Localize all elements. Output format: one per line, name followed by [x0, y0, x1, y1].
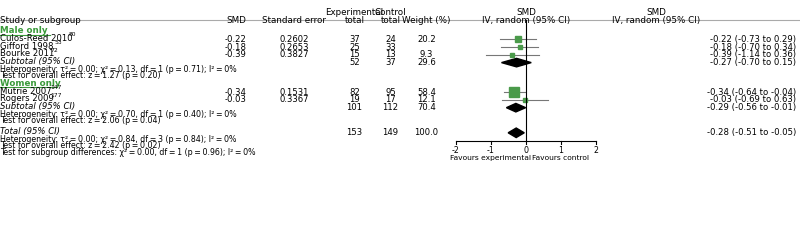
Text: 101: 101: [346, 103, 362, 112]
Text: Experimental: Experimental: [326, 8, 383, 16]
Text: Women only: Women only: [0, 78, 61, 88]
Text: Favours experimental: Favours experimental: [450, 155, 531, 161]
Text: 9.3: 9.3: [420, 50, 433, 59]
Text: 80: 80: [69, 32, 76, 37]
Text: 12.1: 12.1: [417, 95, 436, 104]
Text: -0.39 (-1.14 to 0.36): -0.39 (-1.14 to 0.36): [710, 50, 796, 59]
Text: 52: 52: [349, 58, 360, 67]
Text: -0.18: -0.18: [225, 42, 247, 51]
Text: 112: 112: [382, 103, 398, 112]
Text: Bourke 2011: Bourke 2011: [0, 49, 54, 58]
Text: Study or subgroup: Study or subgroup: [0, 16, 81, 25]
Text: 37: 37: [385, 58, 396, 67]
Text: -0.34 (-0.64 to -0.04): -0.34 (-0.64 to -0.04): [707, 87, 796, 96]
Text: -0.34: -0.34: [225, 87, 247, 96]
Text: -0.22: -0.22: [225, 34, 247, 43]
Text: -0.03: -0.03: [225, 95, 247, 104]
Text: 147: 147: [50, 84, 62, 89]
Text: 95: 95: [385, 87, 396, 96]
Text: -2: -2: [452, 145, 460, 154]
Text: Standard error: Standard error: [262, 16, 326, 25]
Text: 149: 149: [382, 128, 398, 137]
Text: 1: 1: [558, 145, 563, 154]
Text: -0.27 (-0.70 to 0.15): -0.27 (-0.70 to 0.15): [710, 58, 796, 67]
Text: 100.0: 100.0: [414, 128, 438, 137]
Text: 29.6: 29.6: [417, 58, 436, 67]
Polygon shape: [502, 59, 531, 68]
Text: 20.2: 20.2: [417, 34, 436, 43]
Text: Control: Control: [374, 8, 406, 16]
Text: 177: 177: [50, 92, 62, 97]
Text: Test for overall effect: z = 2.42 (p = 0.02): Test for overall effect: z = 2.42 (p = 0…: [0, 141, 161, 150]
Text: -0.28 (-0.51 to -0.05): -0.28 (-0.51 to -0.05): [706, 128, 796, 137]
Text: SMD: SMD: [516, 8, 536, 16]
Text: Rogers 2009: Rogers 2009: [0, 94, 54, 103]
Text: 19: 19: [349, 95, 360, 104]
Text: Test for overall effect: z = 2.06 (p = 0.04): Test for overall effect: z = 2.06 (p = 0…: [0, 116, 161, 125]
Text: -0.39: -0.39: [225, 50, 247, 59]
Text: Favours control: Favours control: [533, 155, 590, 161]
Text: 72: 72: [50, 47, 58, 52]
Text: Male only: Male only: [0, 26, 48, 35]
Text: Test for subgroup differences: χ² = 0.00, df = 1 (p = 0.96); I² = 0%: Test for subgroup differences: χ² = 0.00…: [0, 147, 255, 156]
Text: 82: 82: [349, 87, 360, 96]
Text: 15: 15: [349, 50, 360, 59]
Text: Gifford 1998: Gifford 1998: [0, 41, 54, 50]
Text: Heterogeneity: τ² = 0.00; χ² = 0.13, df = 1 (p = 0.71); I² = 0%: Heterogeneity: τ² = 0.00; χ² = 0.13, df …: [0, 65, 237, 74]
Text: 0.1531: 0.1531: [280, 87, 309, 96]
Text: 33: 33: [385, 42, 396, 51]
Text: total: total: [344, 16, 364, 25]
Text: SMD: SMD: [226, 16, 246, 25]
Text: Test for overall effect: z = 1.27 (p = 0.20): Test for overall effect: z = 1.27 (p = 0…: [0, 71, 161, 80]
Text: 17: 17: [385, 95, 396, 104]
Text: Heterogeneity: τ² = 0.00; χ² = 0.70, df = 1 (p = 0.40); I² = 0%: Heterogeneity: τ² = 0.00; χ² = 0.70, df …: [0, 110, 237, 118]
Text: 153: 153: [346, 128, 362, 137]
Text: -0.22 (-0.73 to 0.29): -0.22 (-0.73 to 0.29): [710, 34, 796, 43]
Text: 24: 24: [385, 34, 396, 43]
Polygon shape: [508, 128, 524, 138]
Text: 0: 0: [523, 145, 529, 154]
Text: -0.29 (-0.56 to -0.01): -0.29 (-0.56 to -0.01): [707, 103, 796, 112]
Text: total: total: [381, 16, 400, 25]
Text: 37: 37: [349, 34, 360, 43]
Text: -0.03 (-0.69 to 0.63): -0.03 (-0.69 to 0.63): [710, 95, 796, 104]
Text: Heterogeneity: τ² = 0.00; χ² = 0.84, df = 3 (p = 0.84); I² = 0%: Heterogeneity: τ² = 0.00; χ² = 0.84, df …: [0, 135, 236, 143]
Text: Weight (%): Weight (%): [402, 16, 450, 25]
Text: SMD: SMD: [646, 8, 666, 16]
Text: -1: -1: [487, 145, 495, 154]
Text: IV, random (95% CI): IV, random (95% CI): [482, 16, 570, 25]
Text: Total (95% CI): Total (95% CI): [0, 127, 60, 136]
Text: 0.3827: 0.3827: [279, 50, 310, 59]
Text: IV, random (95% CI): IV, random (95% CI): [612, 16, 700, 25]
Polygon shape: [506, 104, 526, 112]
Text: -0.18 (-0.70 to 0.34): -0.18 (-0.70 to 0.34): [710, 42, 796, 51]
Text: Mutrie 2007: Mutrie 2007: [0, 86, 52, 95]
Text: 0.2602: 0.2602: [280, 34, 309, 43]
Text: Subtotal (95% CI): Subtotal (95% CI): [0, 102, 75, 111]
Text: 58.4: 58.4: [417, 87, 436, 96]
Text: 53: 53: [54, 40, 62, 44]
Text: 0.2653: 0.2653: [280, 42, 309, 51]
Text: 2: 2: [594, 145, 598, 154]
Text: Subtotal (95% CI): Subtotal (95% CI): [0, 57, 75, 66]
Text: 70.4: 70.4: [417, 103, 436, 112]
Text: Culos-Reed 2010: Culos-Reed 2010: [0, 34, 73, 42]
Text: 0.3367: 0.3367: [280, 95, 309, 104]
Text: 13: 13: [385, 50, 396, 59]
Text: 25: 25: [349, 42, 360, 51]
